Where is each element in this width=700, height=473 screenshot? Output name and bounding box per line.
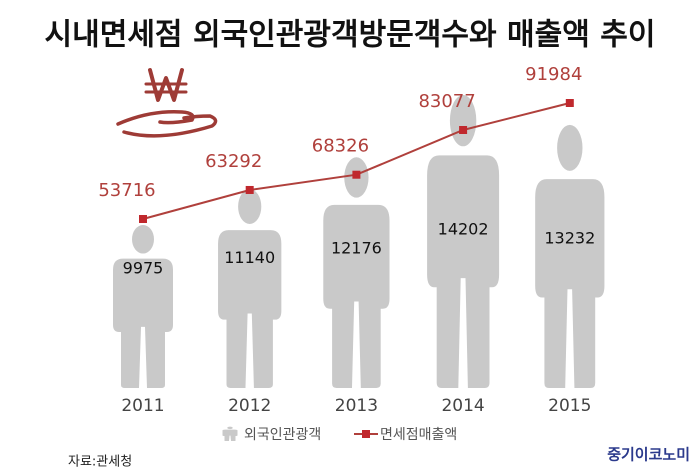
marker [459, 125, 468, 134]
chart-title: 시내면세점 외국인관광객방문객수와 매출액 추이 [45, 18, 656, 53]
legend-icon [362, 430, 370, 438]
data-label: 83077 [418, 91, 475, 112]
x-tick-label: 2011 [121, 396, 164, 416]
marker [352, 170, 361, 179]
data-label: 91984 [525, 64, 582, 85]
person-icon [427, 95, 500, 389]
data-label: 12176 [331, 238, 382, 257]
marker [245, 185, 254, 194]
data-label: 11140 [224, 248, 275, 267]
marker [139, 215, 147, 223]
brand: 중기이코노미 [607, 446, 690, 464]
x-tick-label: 2012 [228, 396, 271, 416]
data-label: 9975 [123, 259, 164, 278]
person-icon [323, 157, 390, 388]
person-icon [113, 225, 173, 388]
legend-icon [222, 426, 238, 441]
data-label: 53716 [98, 180, 155, 201]
data-label: 63292 [205, 151, 262, 172]
x-tick-label: 2015 [548, 396, 591, 416]
person-icon [218, 189, 282, 388]
marker [565, 99, 574, 107]
legend-label: 외국인관광객 [244, 427, 321, 443]
data-label: 68326 [312, 136, 369, 157]
x-tick-label: 2013 [335, 396, 378, 416]
data-label: 13232 [544, 229, 595, 248]
won-hand-icon [116, 68, 218, 138]
source: 자료:관세청 [68, 455, 132, 470]
person-icon [535, 124, 605, 389]
x-tick-label: 2014 [441, 396, 484, 416]
data-label: 14202 [438, 220, 489, 239]
legend-label: 면세점매출액 [380, 427, 457, 443]
